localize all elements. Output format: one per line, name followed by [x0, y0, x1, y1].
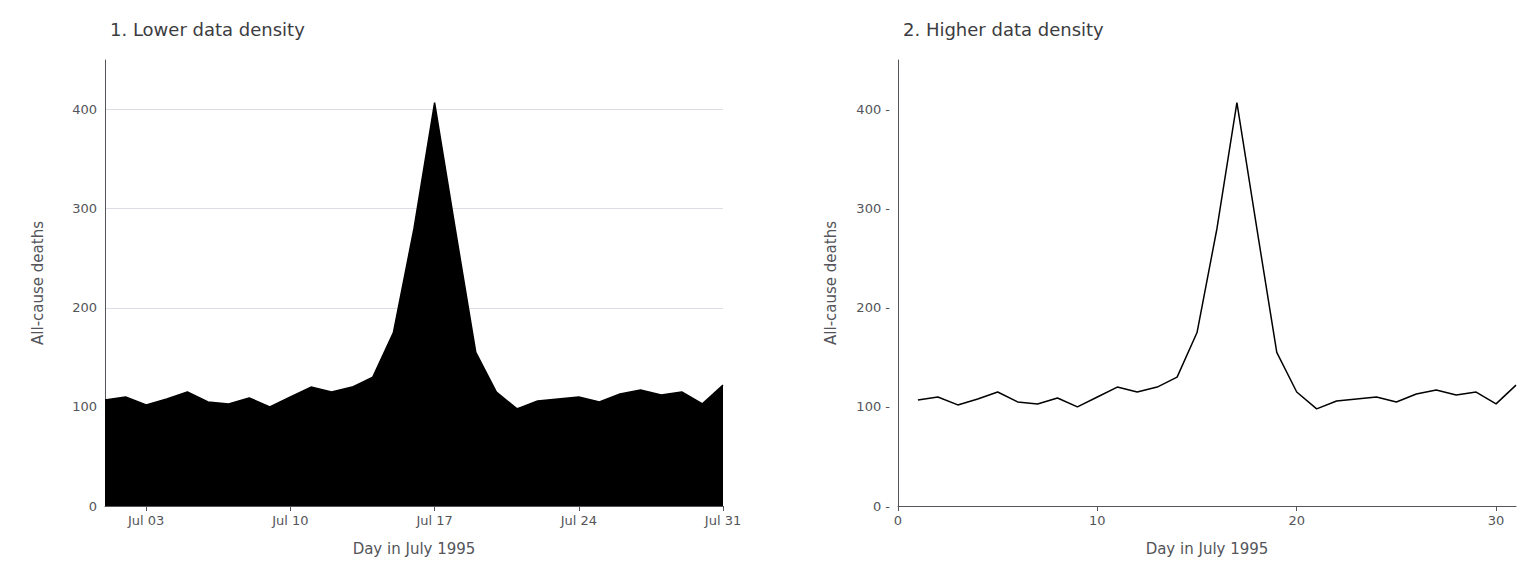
svg-text:100: 100: [72, 399, 97, 414]
svg-text:Day in July 1995: Day in July 1995: [1146, 540, 1269, 558]
svg-text:100 -: 100 -: [856, 399, 890, 414]
svg-text:All-cause deaths: All-cause deaths: [29, 221, 47, 345]
svg-text:Jul 17: Jul 17: [415, 513, 452, 528]
svg-text:400 -: 400 -: [856, 102, 890, 117]
svg-text:All-cause deaths: All-cause deaths: [822, 221, 840, 345]
svg-text:20: 20: [1288, 513, 1305, 528]
svg-text:10: 10: [1089, 513, 1106, 528]
svg-text:30: 30: [1488, 513, 1505, 528]
svg-text:Day in July 1995: Day in July 1995: [353, 540, 476, 558]
svg-text:0 -: 0 -: [873, 499, 890, 514]
svg-text:Jul 24: Jul 24: [560, 513, 597, 528]
svg-text:200 -: 200 -: [856, 300, 890, 315]
svg-text:1. Lower data density: 1. Lower data density: [110, 19, 305, 40]
svg-text:Jul 31: Jul 31: [704, 513, 741, 528]
svg-text:300 -: 300 -: [856, 201, 890, 216]
svg-text:400: 400: [72, 102, 97, 117]
svg-text:Jul 03: Jul 03: [127, 513, 164, 528]
svg-text:200: 200: [72, 300, 97, 315]
svg-text:2. Higher data density: 2. Higher data density: [903, 19, 1104, 40]
svg-text:300: 300: [72, 201, 97, 216]
svg-text:0: 0: [89, 499, 97, 514]
svg-text:0: 0: [894, 513, 902, 528]
svg-text:Jul 10: Jul 10: [271, 513, 308, 528]
